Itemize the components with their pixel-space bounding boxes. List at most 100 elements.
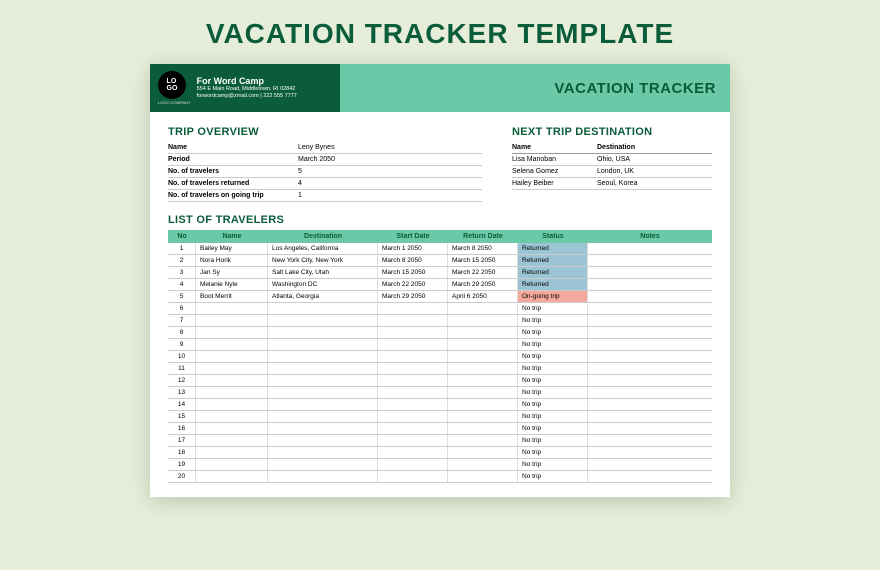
overview-value: 5	[298, 168, 482, 175]
cell-no: 8	[168, 327, 196, 338]
cell-name	[196, 339, 268, 350]
cell-no: 11	[168, 363, 196, 374]
overview-title: TRIP OVERVIEW	[168, 126, 482, 138]
cell-no: 13	[168, 387, 196, 398]
overview-row: No. of travelers on going trip1	[168, 190, 482, 202]
overview-value: Leny Bynes	[298, 144, 482, 151]
cell-dest: Salt Lake City, Utah	[268, 267, 378, 278]
cell-return	[448, 327, 518, 338]
company-name: For Word Camp	[197, 76, 297, 86]
next-trip: NEXT TRIP DESTINATION Name Destination L…	[512, 126, 712, 202]
cell-no: 5	[168, 291, 196, 302]
cell-return	[448, 435, 518, 446]
cell-start	[378, 339, 448, 350]
cell-no: 17	[168, 435, 196, 446]
cell-notes	[588, 351, 712, 362]
cell-notes	[588, 243, 712, 254]
cell-start: March 29 2050	[378, 291, 448, 302]
cell-notes	[588, 279, 712, 290]
top-row: TRIP OVERVIEW Name Leny Bynes PeriodMarch …	[168, 126, 712, 202]
cell-dest	[268, 375, 378, 386]
cell-no: 2	[168, 255, 196, 266]
cell-name	[196, 435, 268, 446]
overview-row: PeriodMarch 2050	[168, 154, 482, 166]
col-header-name: Name	[196, 230, 268, 243]
cell-name	[196, 375, 268, 386]
cell-name: Nora Horik	[196, 255, 268, 266]
cell-name	[196, 303, 268, 314]
cell-notes	[588, 327, 712, 338]
cell-return	[448, 303, 518, 314]
header: LOGO LOGO COMPANY For Word Camp 554 E Ma…	[150, 64, 730, 112]
cell-start: March 1 2050	[378, 243, 448, 254]
cell-notes	[588, 399, 712, 410]
nt-name: Selena Gomez	[512, 168, 597, 175]
cell-name	[196, 459, 268, 470]
cell-no: 4	[168, 279, 196, 290]
cell-return: March 8 2050	[448, 243, 518, 254]
cell-name	[196, 315, 268, 326]
cell-notes	[588, 447, 712, 458]
cell-name	[196, 399, 268, 410]
cell-status: No trip	[518, 435, 588, 446]
nt-header-name: Name	[512, 144, 597, 151]
cell-dest	[268, 423, 378, 434]
cell-no: 12	[168, 375, 196, 386]
cell-return	[448, 459, 518, 470]
cell-status: No trip	[518, 375, 588, 386]
cell-return: March 15 2050	[448, 255, 518, 266]
cell-status: Returned	[518, 267, 588, 278]
cell-status: No trip	[518, 447, 588, 458]
nt-dest: London, UK	[597, 168, 712, 175]
cell-dest	[268, 471, 378, 482]
cell-dest	[268, 387, 378, 398]
next-trip-header: Name Destination	[512, 142, 712, 154]
cell-start	[378, 303, 448, 314]
cell-dest	[268, 327, 378, 338]
cell-no: 16	[168, 423, 196, 434]
cell-no: 14	[168, 399, 196, 410]
cell-no: 7	[168, 315, 196, 326]
cell-status: Returned	[518, 279, 588, 290]
next-trip-row: Selena GomezLondon, UK	[512, 166, 712, 178]
cell-no: 19	[168, 459, 196, 470]
cell-return	[448, 375, 518, 386]
col-header-status: Status	[518, 230, 588, 243]
cell-dest	[268, 339, 378, 350]
cell-notes	[588, 291, 712, 302]
table-row: 16No trip	[168, 423, 712, 435]
cell-no: 1	[168, 243, 196, 254]
cell-no: 20	[168, 471, 196, 482]
table-row: 4Melanie NyleWashington DCMarch 22 2050M…	[168, 279, 712, 291]
nt-name: Lisa Manoban	[512, 156, 597, 163]
table-row: 10No trip	[168, 351, 712, 363]
cell-start	[378, 363, 448, 374]
next-trip-row: Hailey BeiberSeoul, Korea	[512, 178, 712, 190]
col-header-start: Start Date	[378, 230, 448, 243]
cell-status: No trip	[518, 351, 588, 362]
logo-subtext: LOGO COMPANY	[158, 100, 191, 105]
cell-return	[448, 363, 518, 374]
cell-name	[196, 447, 268, 458]
cell-status: Returned	[518, 243, 588, 254]
cell-return	[448, 339, 518, 350]
header-right: VACATION TRACKER	[340, 64, 730, 112]
cell-notes	[588, 411, 712, 422]
cell-notes	[588, 339, 712, 350]
overview-row: No. of travelers5	[168, 166, 482, 178]
cell-notes	[588, 459, 712, 470]
table-row: 6No trip	[168, 303, 712, 315]
cell-return	[448, 315, 518, 326]
cell-status: No trip	[518, 471, 588, 482]
cell-notes	[588, 255, 712, 266]
cell-name	[196, 351, 268, 362]
cell-no: 15	[168, 411, 196, 422]
col-header-notes: Notes	[588, 230, 712, 243]
cell-return	[448, 387, 518, 398]
next-trip-title: NEXT TRIP DESTINATION	[512, 126, 712, 138]
cell-notes	[588, 471, 712, 482]
cell-dest	[268, 459, 378, 470]
overview-label: Period	[168, 156, 298, 163]
cell-start	[378, 459, 448, 470]
cell-dest	[268, 447, 378, 458]
